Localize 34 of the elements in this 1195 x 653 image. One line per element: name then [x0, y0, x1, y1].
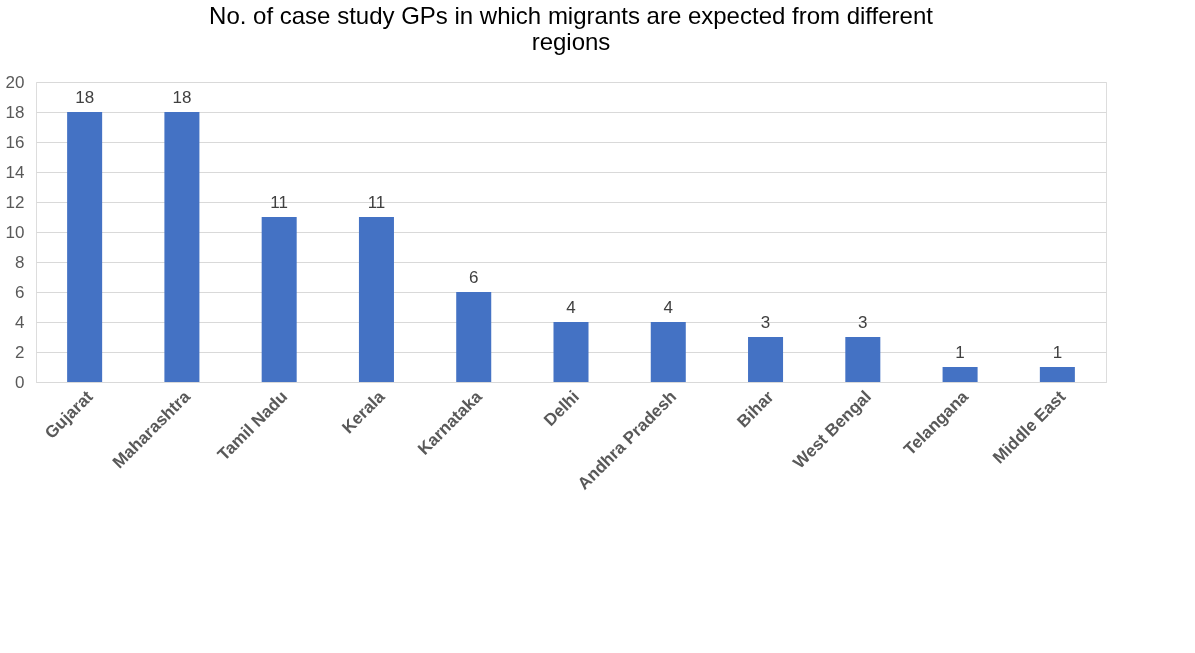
bar — [456, 292, 492, 382]
data-label: 11 — [367, 193, 386, 212]
bar — [261, 217, 297, 382]
y-tick-label: 20 — [5, 72, 25, 92]
data-label: 18 — [75, 88, 95, 107]
data-label: 6 — [468, 268, 479, 287]
bar — [845, 337, 881, 382]
bar — [553, 322, 589, 382]
bar — [748, 337, 784, 382]
y-tick-label: 4 — [15, 312, 25, 332]
bar — [942, 367, 978, 382]
data-label: 4 — [663, 298, 674, 317]
y-tick-label: 16 — [5, 132, 25, 152]
y-tick-label: 12 — [5, 192, 25, 212]
y-tick-label: 2 — [15, 342, 25, 362]
data-label: 11 — [270, 193, 289, 212]
data-label: 3 — [858, 313, 868, 332]
data-label: 18 — [172, 88, 192, 107]
bar — [1039, 367, 1075, 382]
data-label: 4 — [566, 298, 576, 317]
data-label: 1 — [955, 343, 965, 362]
bar — [67, 112, 103, 382]
bar — [164, 112, 200, 382]
y-tick-label: 14 — [5, 162, 25, 182]
bar — [650, 322, 686, 382]
y-tick-label: 0 — [15, 372, 25, 392]
data-label: 1 — [1052, 343, 1063, 362]
y-tick-label: 18 — [5, 102, 25, 122]
y-tick-label: 8 — [15, 252, 25, 272]
bar — [358, 217, 394, 382]
y-tick-label: 6 — [15, 282, 25, 302]
y-tick-label: 10 — [5, 222, 25, 242]
data-label: 3 — [760, 313, 771, 332]
chart-title: No. of case study GPs in which migrants are expected from different regions — [209, 2, 934, 55]
